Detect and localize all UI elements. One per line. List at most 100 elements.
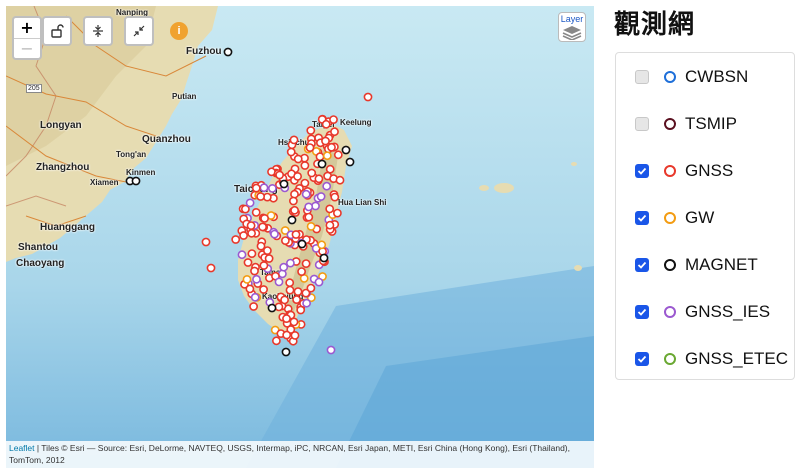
gnss-station-marker[interactable] xyxy=(306,283,316,293)
gnss-station-marker[interactable] xyxy=(289,317,299,327)
gnss-ies-station-marker[interactable] xyxy=(279,262,289,272)
gnss-ies-station-marker[interactable] xyxy=(250,292,260,302)
gnss-etec-checkbox[interactable] xyxy=(635,352,649,366)
gnss-station-marker[interactable] xyxy=(260,213,269,223)
gnss-station-marker[interactable] xyxy=(332,208,342,218)
gnss-station-marker[interactable] xyxy=(288,196,298,206)
network-row-gnss-ies[interactable]: GNSS_IES xyxy=(616,298,796,326)
gnss-station-marker[interactable] xyxy=(327,142,336,152)
gnss-station-marker[interactable] xyxy=(282,330,292,340)
gw-station-marker[interactable] xyxy=(242,274,252,284)
gnss-station-marker[interactable] xyxy=(289,135,299,145)
gnss-station-marker[interactable] xyxy=(315,152,325,162)
gw-station-marker[interactable] xyxy=(306,221,316,231)
gnss-station-marker[interactable] xyxy=(296,305,306,315)
gnss-station-marker[interactable] xyxy=(256,241,266,251)
gnss-station-marker[interactable] xyxy=(297,267,306,276)
gnss-station-marker[interactable] xyxy=(243,258,253,267)
gnss-ies-station-marker[interactable] xyxy=(314,277,324,287)
gnss-station-marker[interactable] xyxy=(286,147,296,157)
gnss-station-marker[interactable] xyxy=(290,330,300,340)
gnss-ies-station-marker[interactable] xyxy=(252,274,261,284)
network-row-tsmip[interactable]: TSMIP xyxy=(616,110,796,138)
gnss-ies-checkbox[interactable] xyxy=(635,305,649,319)
magnet-station-marker[interactable] xyxy=(223,47,233,57)
gnss-ies-station-marker[interactable] xyxy=(237,250,247,260)
gnss-station-marker[interactable] xyxy=(304,212,314,222)
gnss-station-marker[interactable] xyxy=(251,183,261,193)
layer-toggle-button[interactable]: Layer xyxy=(558,12,586,42)
gnss-station-marker[interactable] xyxy=(321,136,330,146)
zoom-in-button[interactable]: + xyxy=(20,18,34,37)
magnet-station-marker[interactable] xyxy=(317,159,327,169)
gnss-station-marker[interactable] xyxy=(307,168,317,178)
gnss-checkbox[interactable] xyxy=(635,164,649,178)
magnet-station-marker[interactable] xyxy=(279,179,289,189)
gw-station-marker[interactable] xyxy=(280,226,290,235)
gnss-station-marker[interactable] xyxy=(363,92,373,102)
gnss-station-marker[interactable] xyxy=(301,259,311,268)
magnet-station-marker[interactable] xyxy=(267,303,277,313)
gnss-station-marker[interactable] xyxy=(240,204,250,214)
gnss-ies-station-marker[interactable] xyxy=(267,183,277,193)
network-row-gnss[interactable]: GNSS xyxy=(616,157,796,185)
gnss-station-marker[interactable] xyxy=(256,192,265,201)
gnss-station-marker[interactable] xyxy=(293,154,303,164)
gnss-station-marker[interactable] xyxy=(258,222,267,232)
gnss-station-marker[interactable] xyxy=(290,189,299,199)
gnss-station-marker[interactable] xyxy=(247,249,257,258)
tsmip-checkbox[interactable] xyxy=(635,117,649,131)
gnss-station-marker[interactable] xyxy=(330,127,339,137)
gnss-station-marker[interactable] xyxy=(285,285,295,295)
gnss-ies-station-marker[interactable] xyxy=(245,198,255,208)
gnss-station-marker[interactable] xyxy=(251,207,261,217)
gnss-station-marker[interactable] xyxy=(271,336,281,346)
gnss-ies-station-marker[interactable] xyxy=(270,229,279,239)
gnss-ies-station-marker[interactable] xyxy=(259,183,269,193)
collapse-vertical-button[interactable] xyxy=(83,16,113,46)
gnss-station-marker[interactable] xyxy=(301,288,311,298)
gnss-ies-station-marker[interactable] xyxy=(326,345,336,355)
gw-station-marker[interactable] xyxy=(317,240,327,250)
gnss-station-marker[interactable] xyxy=(314,174,324,184)
magnet-station-marker[interactable] xyxy=(287,215,297,225)
network-row-gw[interactable]: GW xyxy=(616,204,796,232)
leaflet-link[interactable]: Leaflet xyxy=(9,443,35,453)
shrink-button[interactable] xyxy=(124,16,154,46)
gnss-station-marker[interactable] xyxy=(280,295,289,305)
gnss-station-marker[interactable] xyxy=(259,261,269,270)
gnss-ies-station-marker[interactable] xyxy=(316,192,326,201)
network-row-cwbsn[interactable]: CWBSN xyxy=(616,63,796,91)
gnss-station-marker[interactable] xyxy=(206,263,216,273)
gnss-station-marker[interactable] xyxy=(280,236,290,245)
gnss-station-marker[interactable] xyxy=(306,126,316,135)
gnss-station-marker[interactable] xyxy=(325,204,335,214)
cwbsn-checkbox[interactable] xyxy=(635,70,649,84)
gnss-station-marker[interactable] xyxy=(291,230,301,239)
gnss-station-marker[interactable] xyxy=(293,171,302,181)
gnss-station-marker[interactable] xyxy=(333,150,343,160)
gnss-station-marker[interactable] xyxy=(239,231,248,240)
zoom-out-button[interactable]: − xyxy=(14,38,40,59)
gnss-station-marker[interactable] xyxy=(329,115,338,124)
gnss-station-marker[interactable] xyxy=(292,295,301,304)
gnss-station-marker[interactable] xyxy=(231,235,241,244)
gnss-station-marker[interactable] xyxy=(330,192,340,202)
gnss-ies-station-marker[interactable] xyxy=(302,298,311,308)
gnss-station-marker[interactable] xyxy=(274,302,284,312)
magnet-station-marker[interactable] xyxy=(341,145,351,155)
gw-station-marker[interactable] xyxy=(322,151,332,161)
magnet-station-marker[interactable] xyxy=(319,253,329,263)
gnss-station-marker[interactable] xyxy=(264,254,274,263)
gnss-station-marker[interactable] xyxy=(325,220,335,230)
gnss-station-marker[interactable] xyxy=(282,314,291,323)
gnss-station-marker[interactable] xyxy=(250,266,259,276)
magnet-station-marker[interactable] xyxy=(281,347,291,357)
gnss-ies-station-marker[interactable] xyxy=(285,258,295,268)
gnss-station-marker[interactable] xyxy=(305,143,315,152)
gnss-ies-station-marker[interactable] xyxy=(304,202,314,212)
magnet-checkbox[interactable] xyxy=(635,258,649,272)
magnet-station-marker[interactable] xyxy=(131,176,141,186)
map-view[interactable]: Nanping Fuzhou Putian Longyan Quanzhou Z… xyxy=(6,6,594,468)
gnss-station-marker[interactable] xyxy=(201,237,211,247)
